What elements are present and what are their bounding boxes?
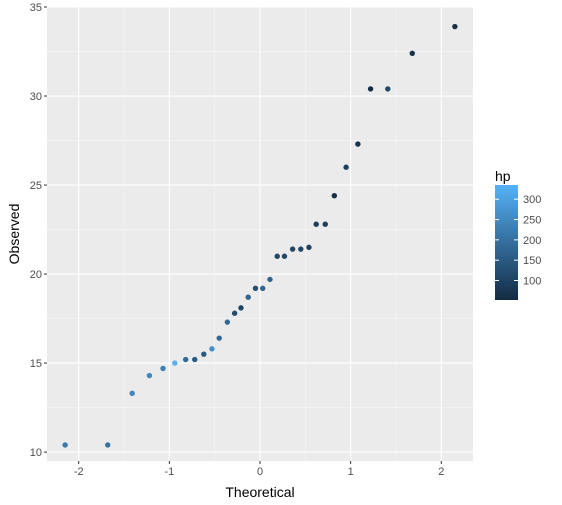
data-point bbox=[452, 23, 458, 30]
hp-legend: hp 100 150 200 250 300 bbox=[495, 168, 541, 300]
x-tick-label: 2 bbox=[438, 466, 444, 478]
y-axis: 10 15 20 25 30 35 bbox=[30, 2, 47, 459]
legend-tick-label: 100 bbox=[523, 275, 541, 287]
data-point bbox=[385, 86, 391, 92]
data-point bbox=[331, 193, 338, 199]
data-point bbox=[267, 276, 273, 283]
data-point bbox=[298, 246, 304, 252]
y-tick-label: 15 bbox=[30, 358, 42, 370]
y-tick-label: 35 bbox=[30, 2, 42, 14]
data-point bbox=[129, 390, 135, 397]
y-tick-label: 20 bbox=[30, 269, 42, 281]
x-axis: -2 -1 0 1 2 bbox=[74, 461, 444, 478]
data-point bbox=[224, 319, 231, 325]
x-tick-label: -2 bbox=[74, 466, 84, 478]
legend-tick-label: 250 bbox=[523, 215, 541, 227]
x-tick-label: 1 bbox=[348, 466, 354, 478]
data-point bbox=[306, 244, 312, 251]
legend-tick-label: 200 bbox=[523, 235, 541, 247]
data-point bbox=[238, 305, 244, 311]
data-point bbox=[260, 285, 266, 292]
legend-tick-label: 300 bbox=[523, 194, 541, 206]
data-point bbox=[252, 285, 259, 292]
data-point bbox=[409, 50, 415, 56]
x-tick-label: 0 bbox=[257, 466, 263, 478]
data-point bbox=[367, 86, 374, 92]
legend-title: hp bbox=[495, 168, 511, 184]
data-points bbox=[62, 23, 458, 448]
data-point bbox=[192, 356, 198, 363]
data-point bbox=[289, 246, 296, 252]
data-point bbox=[105, 442, 111, 448]
data-point bbox=[216, 335, 222, 341]
data-point bbox=[231, 310, 238, 316]
y-tick-label: 30 bbox=[30, 91, 42, 103]
major-gridlines bbox=[47, 6, 473, 461]
legend-tick-label: 150 bbox=[523, 255, 541, 267]
data-point bbox=[146, 372, 153, 379]
data-point bbox=[343, 164, 349, 170]
data-point bbox=[245, 294, 251, 300]
y-axis-title: Observed bbox=[6, 204, 22, 265]
data-point bbox=[355, 141, 361, 147]
x-tick-label: -1 bbox=[164, 466, 174, 478]
data-point bbox=[209, 346, 215, 352]
data-point bbox=[281, 253, 288, 259]
legend-colorbar bbox=[495, 185, 518, 300]
data-point bbox=[313, 221, 319, 227]
y-tick-label: 25 bbox=[30, 180, 42, 192]
data-point bbox=[160, 365, 166, 372]
data-point bbox=[274, 253, 280, 259]
y-tick-label: 10 bbox=[30, 447, 42, 459]
data-point bbox=[62, 442, 68, 448]
data-point bbox=[322, 221, 328, 227]
data-point bbox=[201, 351, 207, 357]
x-axis-title: Theoretical bbox=[225, 484, 294, 500]
legend-ticks: 100 150 200 250 300 bbox=[495, 194, 541, 287]
data-point bbox=[172, 360, 178, 366]
data-point bbox=[182, 356, 189, 363]
